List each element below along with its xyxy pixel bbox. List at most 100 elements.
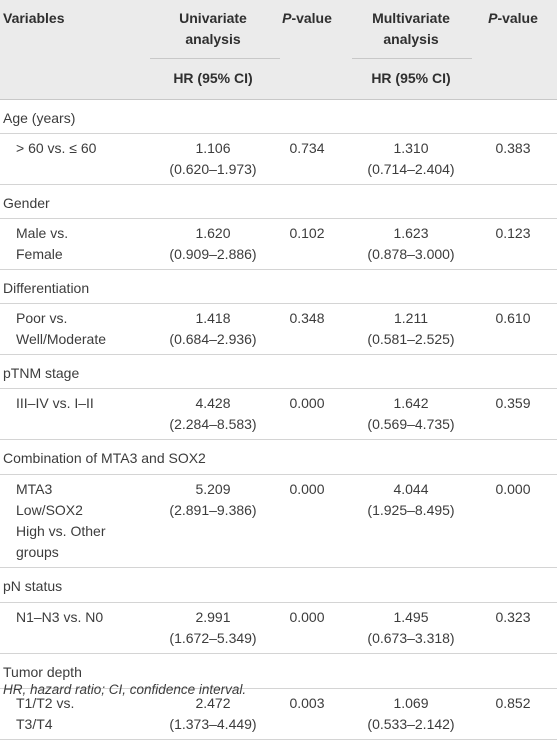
header-multivariate: Multivariate analysis bbox=[372, 10, 450, 47]
univariate-hr-cell: 1.418 (0.684–2.936) bbox=[158, 308, 268, 350]
multivariate-hr-cell: 4.044 (1.925–8.495) bbox=[356, 479, 466, 521]
univariate-p-cell-text: 0.102 bbox=[289, 225, 325, 241]
univariate-hr-cell-text: (0.909–2.886) bbox=[169, 246, 257, 262]
multivariate-p-cell-text: 0.123 bbox=[495, 225, 531, 241]
univariate-hr-cell: 1.620 (0.909–2.886) bbox=[158, 223, 268, 265]
multivariate-hr-cell-text: 1.642 bbox=[393, 395, 429, 411]
group-title: Age (years) bbox=[3, 110, 76, 126]
univariate-hr-cell-text: 4.428 bbox=[195, 395, 231, 411]
row-label-line: Well/Moderate bbox=[16, 331, 107, 347]
multivariate-hr-cell: 1.642 (0.569–4.735) bbox=[356, 393, 466, 435]
multivariate-hr-cell: 1.495 (0.673–3.318) bbox=[356, 607, 466, 649]
univariate-hr-cell: 1.106 (0.620–1.973) bbox=[158, 138, 268, 180]
group-heading: pTNM stage bbox=[0, 355, 557, 389]
univariate-p-cell-text: 0.734 bbox=[289, 140, 325, 156]
table-body: Age (years) > 60 vs. ≤ 60 1.106 (0.620–1.97… bbox=[0, 100, 557, 740]
univariate-p-cell: 0.000 bbox=[272, 393, 342, 414]
multivariate-p-cell-text: 0.383 bbox=[495, 140, 531, 156]
group-title: pTNM stage bbox=[3, 365, 80, 381]
multivariate-p-cell: 0.383 bbox=[478, 138, 548, 159]
row-label-line: T1/T2 vs. bbox=[16, 695, 75, 711]
group-title: Differentiation bbox=[3, 280, 90, 296]
table-row: III–IV vs. I–II 4.428 (2.284–8.583) 0.000 1.… bbox=[0, 389, 557, 440]
table-row: Male vs. Female 1.620 (0.909–2.886) 0.102 1.6… bbox=[0, 219, 557, 270]
multivariate-hr-cell-text: (0.673–3.318) bbox=[367, 630, 455, 646]
univariate-hr-cell-text: (2.891–9.386) bbox=[169, 502, 257, 518]
univariate-p-cell: 0.000 bbox=[272, 479, 342, 500]
row-label-line: III–IV vs. I–II bbox=[16, 395, 94, 411]
row-label-line: Female bbox=[16, 246, 63, 262]
row-label: Male vs. Female bbox=[16, 223, 126, 265]
row-label-line: Low/SOX2 bbox=[16, 502, 83, 518]
row-label: > 60 vs. ≤ 60 bbox=[16, 138, 126, 159]
group-title: pN status bbox=[3, 578, 63, 594]
header-univariate: Univariate analysis bbox=[179, 10, 247, 47]
multivariate-hr-cell: 1.310 (0.714–2.404) bbox=[356, 138, 466, 180]
table-row: N1–N3 vs. N0 2.991 (1.672–5.349) 0.000 1.495… bbox=[0, 603, 557, 654]
univariate-p-cell-text: 0.000 bbox=[289, 609, 325, 625]
univariate-p-cell-text: 0.003 bbox=[289, 695, 325, 711]
multivariate-hr-cell-text: (0.533–2.142) bbox=[367, 716, 455, 732]
multivariate-hr-cell: 1.211 (0.581–2.525) bbox=[356, 308, 466, 350]
univariate-hr-cell-text: (2.284–8.583) bbox=[169, 416, 257, 432]
univariate-p-cell-text: 0.348 bbox=[289, 310, 325, 326]
multivariate-p-cell: 0.323 bbox=[478, 607, 548, 628]
univariate-p-cell: 0.003 bbox=[272, 693, 342, 714]
row-label: N1–N3 vs. N0 bbox=[16, 607, 126, 628]
row-label: T1/T2 vs. T3/T4 bbox=[16, 693, 126, 735]
footnote: HR, hazard ratio; CI, confidence interva… bbox=[3, 682, 247, 697]
multivariate-p-cell-text: 0.359 bbox=[495, 395, 531, 411]
divider bbox=[352, 58, 472, 59]
univariate-hr-cell-text: 5.209 bbox=[195, 481, 231, 497]
row-label-line: High vs. Other bbox=[16, 523, 106, 539]
table-row: Poor vs. Well/Moderate 1.418 (0.684–2.936) 0… bbox=[0, 304, 557, 355]
univariate-hr-cell-text: 2.991 bbox=[195, 609, 231, 625]
multivariate-p-cell-text: 0.852 bbox=[495, 695, 531, 711]
group-heading: Differentiation bbox=[0, 270, 557, 304]
group-heading: pN status bbox=[0, 568, 557, 603]
multivariate-p-cell: 0.610 bbox=[478, 308, 548, 329]
table-row: > 60 vs. ≤ 60 1.106 (0.620–1.973) 0.734 1.31… bbox=[0, 134, 557, 185]
multivariate-hr-cell-text: (0.569–4.735) bbox=[367, 416, 455, 432]
header-hr-ci-uni: HR (95% CI) bbox=[173, 70, 253, 86]
multivariate-p-cell-text: 0.610 bbox=[495, 310, 531, 326]
header-p-value-uni: P-value bbox=[282, 10, 332, 26]
univariate-hr-cell-text: 1.620 bbox=[195, 225, 231, 241]
group-title: Tumor depth bbox=[3, 664, 82, 680]
multivariate-hr-cell-text: 1.623 bbox=[393, 225, 429, 241]
header-hr-ci-multi: HR (95% CI) bbox=[371, 70, 451, 86]
group-title: Gender bbox=[3, 195, 50, 211]
multivariate-hr-cell-text: 1.495 bbox=[393, 609, 429, 625]
multivariate-hr-cell-text: (0.581–2.525) bbox=[367, 331, 455, 347]
univariate-p-cell: 0.000 bbox=[272, 607, 342, 628]
univariate-hr-cell: 5.209 (2.891–9.386) bbox=[158, 479, 268, 521]
header-variables: Variables bbox=[3, 10, 65, 26]
univariate-hr-cell-text: (1.672–5.349) bbox=[169, 630, 257, 646]
univariate-p-cell: 0.348 bbox=[272, 308, 342, 329]
univariate-hr-cell-text: (0.684–2.936) bbox=[169, 331, 257, 347]
univariate-hr-cell: 2.472 (1.373–4.449) bbox=[158, 693, 268, 735]
univariate-hr-cell: 2.991 (1.672–5.349) bbox=[158, 607, 268, 649]
multivariate-p-cell: 0.123 bbox=[478, 223, 548, 244]
univariate-p-cell: 0.102 bbox=[272, 223, 342, 244]
univariate-hr-cell-text: 1.106 bbox=[195, 140, 231, 156]
multivariate-hr-cell-text: 1.310 bbox=[393, 140, 429, 156]
univariate-hr-cell: 4.428 (2.284–8.583) bbox=[158, 393, 268, 435]
multivariate-hr-cell-text: (1.925–8.495) bbox=[367, 502, 455, 518]
row-label-line: groups bbox=[16, 544, 59, 560]
row-label-line: N1–N3 vs. N0 bbox=[16, 609, 104, 625]
multivariate-hr-cell: 1.623 (0.878–3.000) bbox=[356, 223, 466, 265]
multivariate-hr-cell-text: (0.878–3.000) bbox=[367, 246, 455, 262]
multivariate-hr-cell-text: 4.044 bbox=[393, 481, 429, 497]
multivariate-p-cell: 0.000 bbox=[478, 479, 548, 500]
univariate-p-cell-text: 0.000 bbox=[289, 481, 325, 497]
row-label-line: Male vs. bbox=[16, 225, 69, 241]
univariate-p-cell-text: 0.000 bbox=[289, 395, 325, 411]
table-row: MTA3 Low/SOX2 High vs. Other groups 5.209 (2.… bbox=[0, 475, 557, 568]
row-label-line: Poor vs. bbox=[16, 310, 68, 326]
row-label-line: T3/T4 bbox=[16, 716, 53, 732]
table-header: Variables Univariate analysis P-value Mu… bbox=[0, 0, 557, 100]
row-label: Poor vs. Well/Moderate bbox=[16, 308, 126, 350]
multivariate-hr-cell: 1.069 (0.533–2.142) bbox=[356, 693, 466, 735]
